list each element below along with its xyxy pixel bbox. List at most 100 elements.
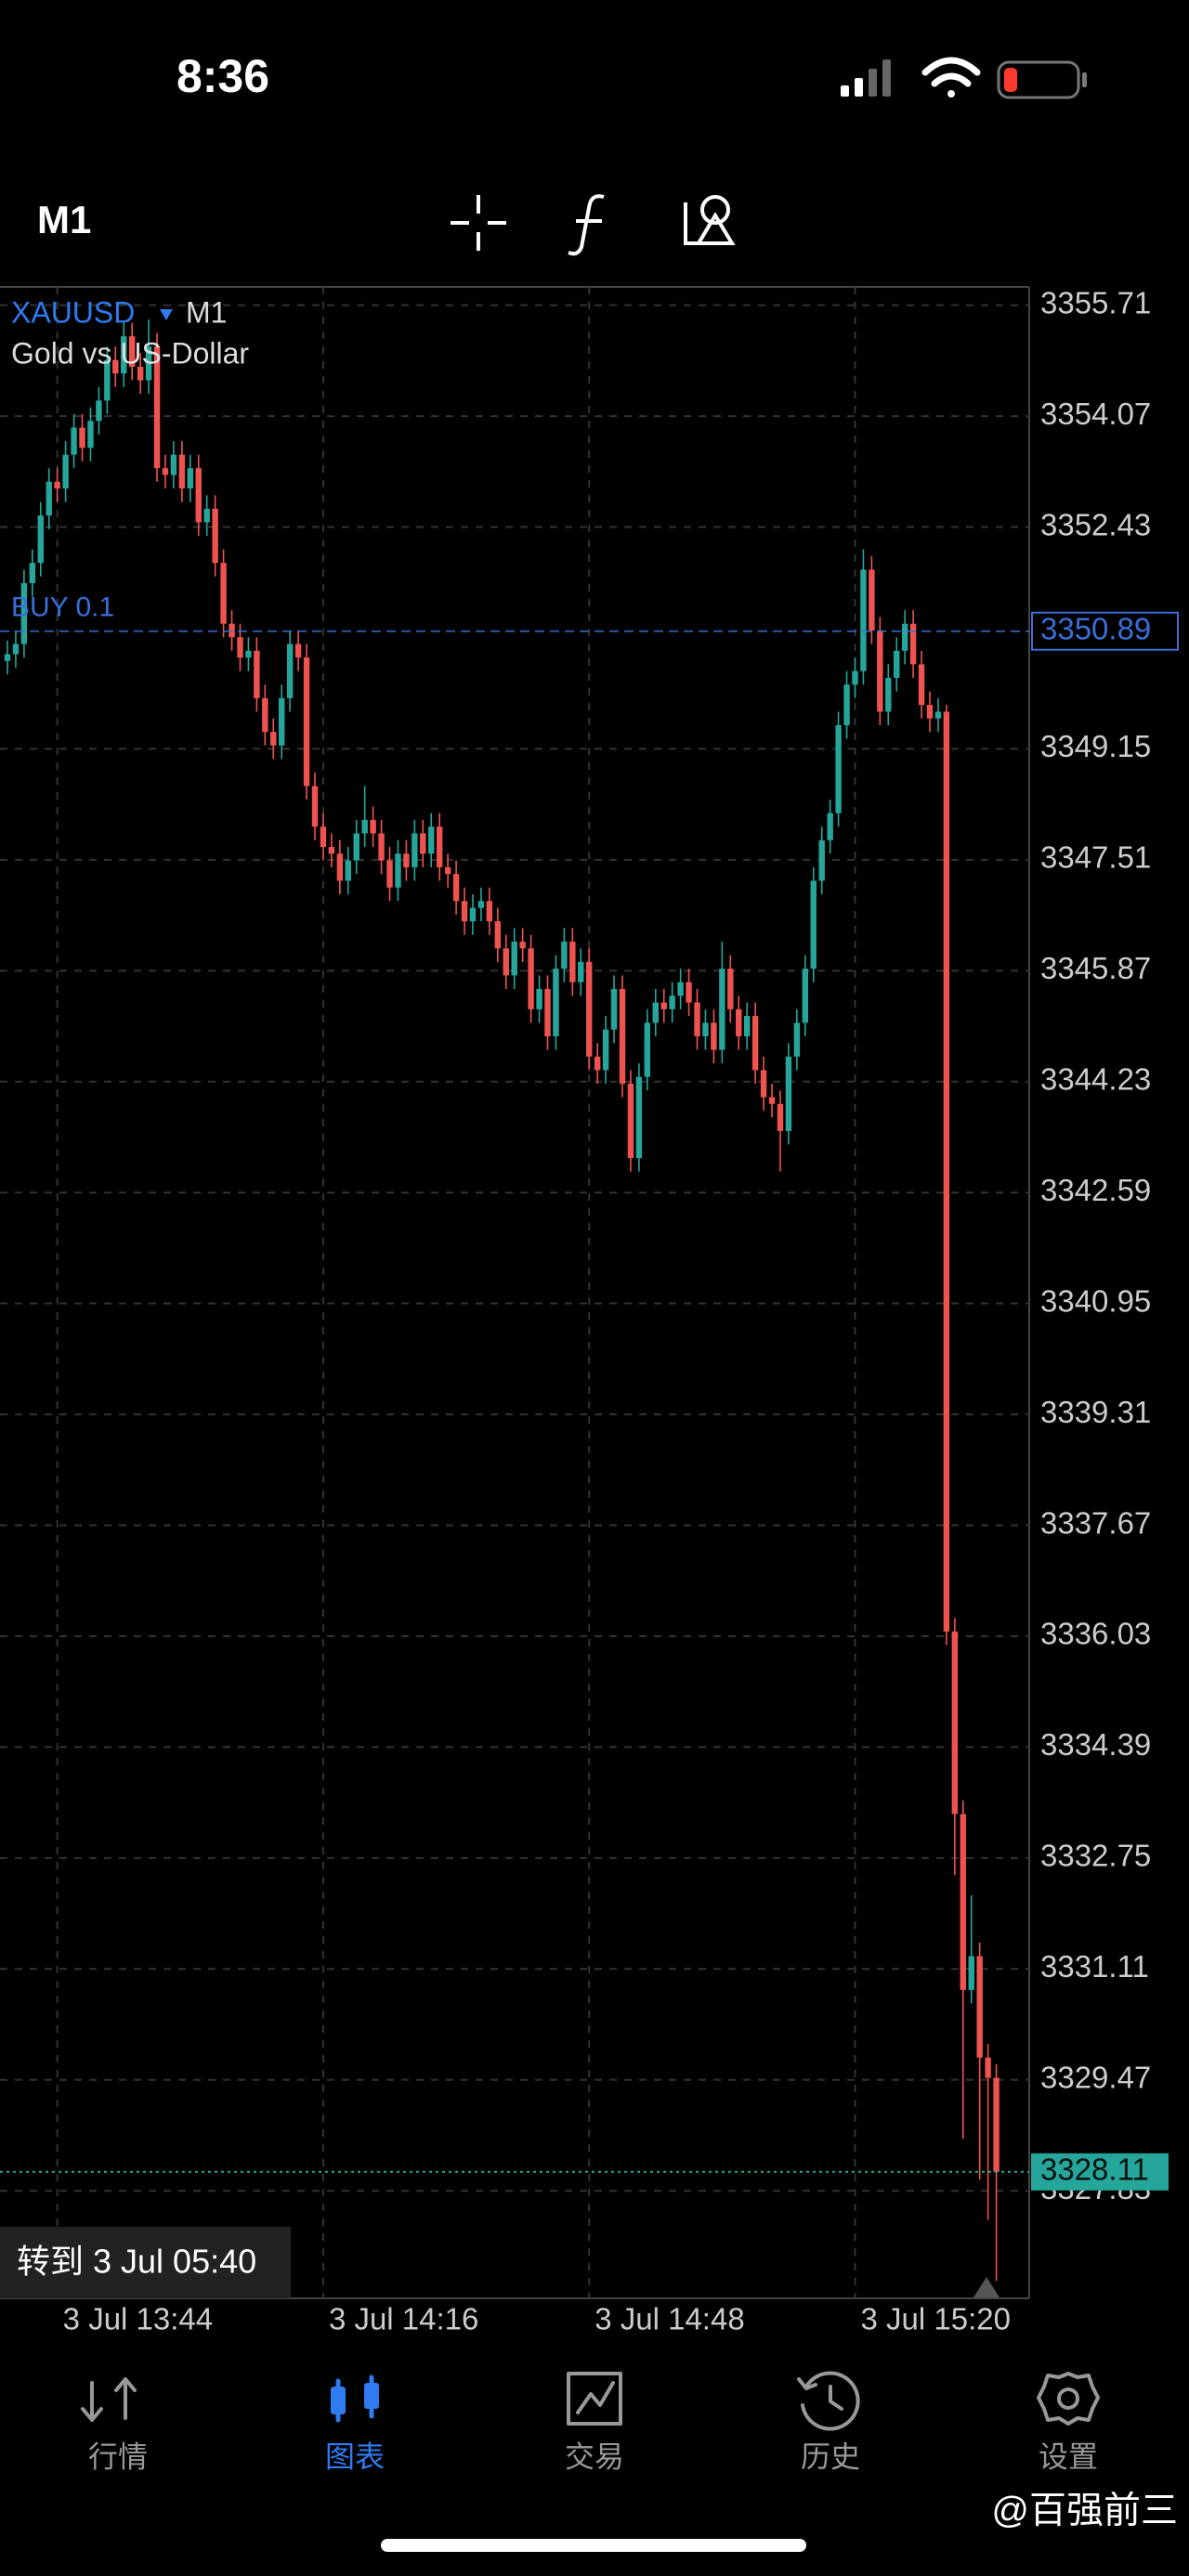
candle-body <box>751 1016 759 1071</box>
crosshair-tool[interactable] <box>451 195 506 251</box>
price-tick-label: 3345.87 <box>1040 951 1151 985</box>
position-price-box <box>1031 611 1179 651</box>
candle-body <box>245 650 252 658</box>
price-tick-label: 3344.23 <box>1040 1061 1151 1096</box>
candle-body <box>843 684 850 725</box>
candle-body <box>594 1056 601 1071</box>
candle-body <box>934 711 942 719</box>
tab-label[interactable]: 行情 <box>88 2439 148 2473</box>
candle-body <box>37 515 44 564</box>
candle-body <box>852 670 858 685</box>
candle-body <box>785 1056 792 1131</box>
tab-icon[interactable] <box>567 2372 622 2426</box>
candle-body <box>254 650 260 698</box>
time-tick-label: 3 Jul 14:48 <box>594 2302 744 2336</box>
candle-body <box>486 901 493 922</box>
price-tick-label: 3331.11 <box>1040 1949 1149 1984</box>
candle-body <box>62 454 69 489</box>
tab-icon[interactable] <box>797 2371 860 2431</box>
time-tick-label: 3 Jul 15:20 <box>860 2302 1010 2336</box>
price-tick-label: 3355.71 <box>1040 285 1151 319</box>
candle-body <box>286 644 294 698</box>
candle-body <box>777 1103 784 1131</box>
timeframe-button[interactable]: M1 <box>37 198 91 241</box>
candle-body <box>212 508 218 564</box>
symbol-dropdown[interactable] <box>160 309 173 320</box>
price-tick-label: 3334.39 <box>1040 1727 1151 1762</box>
candle-body <box>303 657 310 787</box>
tab-label[interactable]: 图表 <box>325 2439 385 2473</box>
candle-body <box>170 454 177 475</box>
wifi-icon <box>921 57 981 98</box>
home-indicator <box>381 2539 806 2552</box>
candle-body <box>736 1008 742 1036</box>
candle-body <box>909 623 917 665</box>
candle-body <box>976 1956 983 2058</box>
candle-body <box>187 468 194 489</box>
candle-body <box>985 2057 991 2078</box>
candle-body <box>711 1022 717 1050</box>
candle-body <box>203 508 210 523</box>
candle-body <box>743 1016 751 1036</box>
candle-body <box>195 468 202 523</box>
tab-icon-body[interactable] <box>364 2383 379 2409</box>
candle-body <box>835 724 842 813</box>
candle-body <box>46 481 52 516</box>
symbol-description: Gold vs US-Dollar <box>11 336 249 370</box>
candle-body <box>262 697 268 733</box>
candle-body <box>660 1002 667 1009</box>
candle-body <box>104 359 111 401</box>
candle-body <box>494 921 502 949</box>
candle-body <box>802 969 809 1023</box>
symbol-name[interactable]: XAUUSD <box>11 295 135 329</box>
indicator-tool[interactable] <box>568 194 605 256</box>
overlay: 3355.71 3354.07 3352.43 3349.15 3347.51 3345.… <box>0 285 1179 2336</box>
scroll-marker <box>973 2277 1000 2297</box>
candle-body <box>686 982 692 1003</box>
tab-icon[interactable] <box>81 2377 137 2422</box>
price-tick-label: 3347.51 <box>1040 840 1151 875</box>
price-tick-label: 3352.43 <box>1040 507 1151 541</box>
candle-body <box>943 711 950 1632</box>
candle-body <box>652 1002 659 1023</box>
objects-tool[interactable] <box>684 195 736 245</box>
goto-button-bg[interactable] <box>0 2227 291 2298</box>
price-tick-label: 3329.47 <box>1040 2060 1151 2094</box>
time-tick-label: 3 Jul 14:16 <box>329 2302 478 2336</box>
candle-body <box>395 853 401 888</box>
candle-body <box>602 1029 609 1071</box>
candle-body <box>420 833 426 854</box>
candle-body <box>569 942 576 982</box>
tab-label[interactable]: 历史 <box>801 2439 860 2473</box>
candle-body <box>719 969 725 1050</box>
signal-icon <box>841 59 891 97</box>
tab-icon-body[interactable] <box>331 2387 346 2414</box>
candle-body <box>894 650 900 678</box>
candle-body <box>87 421 94 449</box>
candle-body <box>311 786 319 827</box>
price-tick-label: 3337.67 <box>1040 1505 1151 1540</box>
tab-label[interactable]: 设置 <box>1039 2439 1098 2473</box>
price-tick-label: 3336.03 <box>1040 1617 1151 1651</box>
candle-body <box>860 569 867 671</box>
watermark: @百强前三 <box>991 2491 1178 2531</box>
candle-body <box>237 637 243 658</box>
candle-body <box>444 866 451 875</box>
candle-body <box>279 697 285 746</box>
candle-body <box>968 1956 974 1990</box>
candle-body <box>702 1022 709 1036</box>
candle-body <box>412 833 418 867</box>
candle-body <box>644 1022 651 1077</box>
candle-body <box>12 644 20 655</box>
goto-button[interactable]: 转到 3 Jul 05:40 <box>17 2243 256 2281</box>
price-tick-label: 3349.15 <box>1040 729 1151 763</box>
tab-icon[interactable] <box>1037 2372 1100 2426</box>
candle-body <box>993 2077 1000 2172</box>
tab-label[interactable]: 交易 <box>565 2439 624 2473</box>
candle-body <box>270 732 277 746</box>
candle-body <box>320 826 327 848</box>
candle-body <box>677 982 684 996</box>
candle-body <box>370 819 376 834</box>
